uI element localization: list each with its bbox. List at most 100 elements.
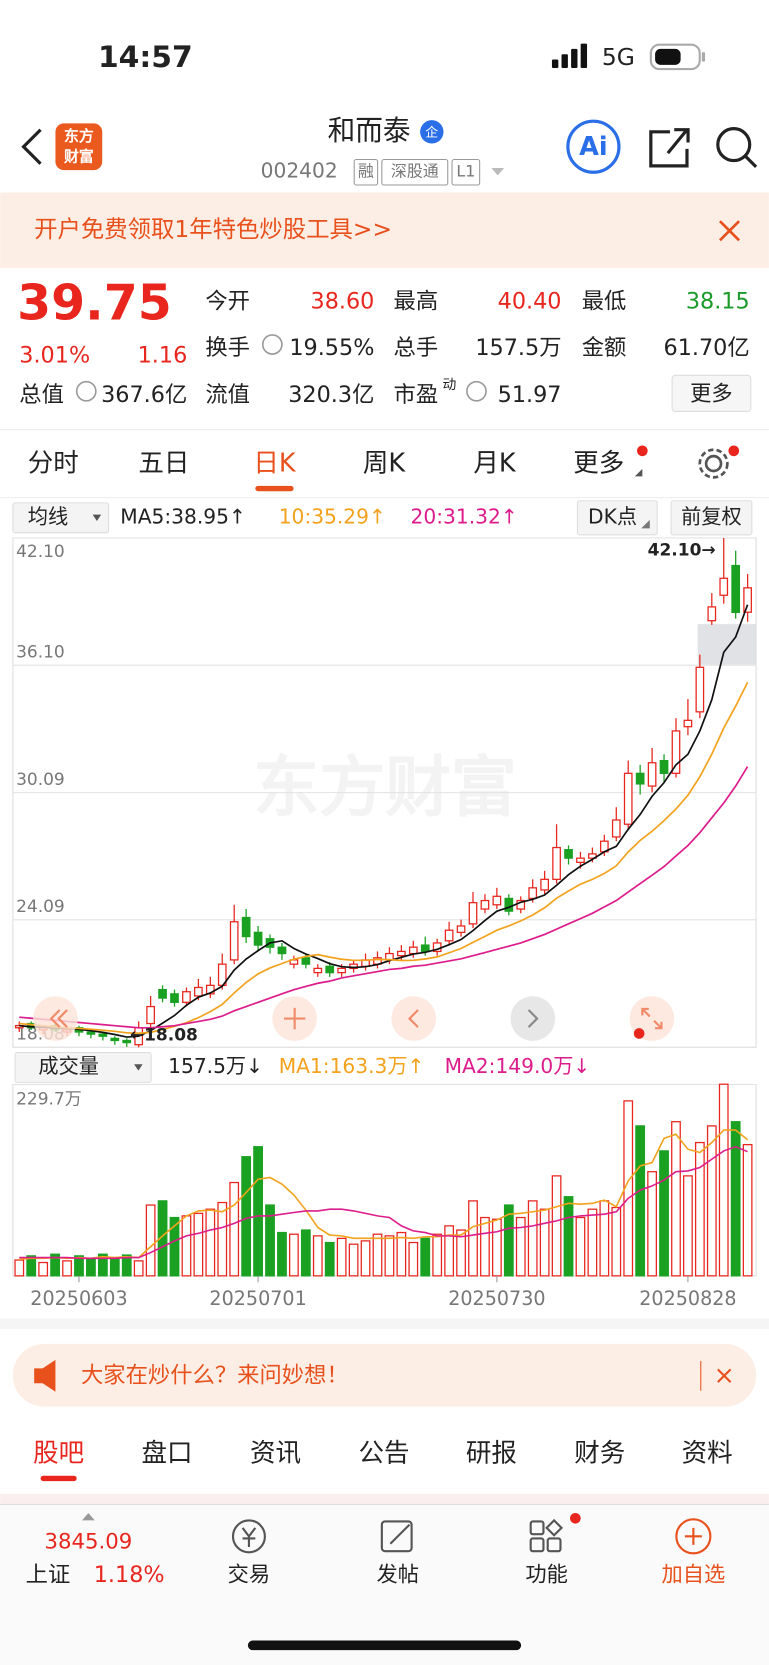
tab[interactable]: 五日 bbox=[138, 449, 189, 479]
candle-body bbox=[659, 759, 669, 774]
nav-item[interactable]: 交易 bbox=[228, 1563, 271, 1588]
banner-close[interactable] bbox=[719, 220, 741, 242]
network: 5G bbox=[602, 43, 635, 71]
ma-selector[interactable] bbox=[12, 502, 110, 534]
tab[interactable]: 月K bbox=[473, 449, 517, 479]
banner[interactable] bbox=[0, 192, 769, 268]
volume-bar bbox=[193, 1212, 204, 1277]
candle-body bbox=[194, 986, 203, 997]
volume-bar bbox=[289, 1233, 299, 1277]
dropdown-arrow[interactable] bbox=[491, 167, 505, 176]
field-sup: 动 bbox=[442, 377, 456, 393]
volume-bar bbox=[647, 1171, 657, 1277]
low-annotation: ←18.08 bbox=[130, 1026, 198, 1046]
volume-bar bbox=[38, 1261, 49, 1277]
logo[interactable] bbox=[55, 123, 103, 171]
nav-rewind[interactable] bbox=[33, 996, 78, 1041]
tag: 深股通 bbox=[391, 162, 439, 181]
banner-text[interactable]: 开户免费领取1年特色炒股工具>> bbox=[34, 215, 392, 243]
candle-body bbox=[683, 719, 693, 728]
tab[interactable]: 日K bbox=[253, 449, 297, 479]
field-label: 市盈 bbox=[394, 382, 439, 408]
candle-body bbox=[492, 895, 502, 906]
nav-prev[interactable] bbox=[391, 996, 437, 1041]
tag-box bbox=[353, 158, 379, 186]
vol-ma1-label: MA1:163.3万↑ bbox=[279, 1054, 425, 1078]
more-button[interactable] bbox=[671, 374, 752, 412]
tab[interactable]: 更多 bbox=[573, 449, 624, 479]
nav-next[interactable] bbox=[510, 996, 556, 1041]
field-label: 换手 bbox=[205, 335, 250, 361]
ad-close[interactable] bbox=[717, 1368, 732, 1383]
x-tick-label: 20250701 bbox=[209, 1287, 306, 1310]
home-indicator bbox=[247, 1640, 522, 1651]
ma-selector-text[interactable]: 均线 bbox=[28, 504, 68, 528]
volume-bar bbox=[611, 1206, 622, 1277]
volume-selector[interactable] bbox=[14, 1052, 152, 1083]
candle-body bbox=[695, 666, 705, 713]
field-value: 367.6亿 bbox=[101, 382, 187, 408]
ad-bar[interactable] bbox=[12, 1343, 757, 1407]
signal-icon bbox=[551, 43, 588, 69]
candle-body bbox=[122, 1039, 132, 1044]
index-value[interactable]: 3845.09 bbox=[44, 1530, 132, 1555]
candle-body bbox=[719, 577, 729, 596]
nav-icons bbox=[231, 1518, 712, 1555]
share-button[interactable] bbox=[649, 128, 690, 168]
sub-tab[interactable]: 盘口 bbox=[142, 1438, 193, 1468]
sub-tab[interactable]: 公告 bbox=[358, 1438, 409, 1468]
corner-mark bbox=[641, 519, 650, 529]
adjust-button[interactable] bbox=[670, 500, 753, 536]
x-tick-label: 20250828 bbox=[639, 1287, 736, 1310]
candle-body bbox=[98, 1033, 108, 1037]
dk-button[interactable] bbox=[576, 500, 658, 536]
sub-tab[interactable]: 股吧 bbox=[33, 1438, 84, 1468]
candle-body bbox=[576, 857, 585, 864]
volume-bar bbox=[169, 1216, 180, 1277]
candle-body bbox=[349, 963, 358, 970]
tab[interactable]: 周K bbox=[363, 449, 407, 479]
field-label: 总值 bbox=[19, 382, 64, 408]
dropdown-arrow bbox=[92, 514, 102, 521]
adjust-text[interactable]: 前复权 bbox=[681, 504, 742, 528]
volume-bar bbox=[312, 1235, 323, 1277]
sub-tab[interactable]: 资讯 bbox=[250, 1438, 301, 1468]
volume-bar bbox=[706, 1125, 717, 1277]
volume-bar bbox=[133, 1260, 144, 1277]
candle-body bbox=[671, 730, 681, 774]
volume-bar bbox=[205, 1208, 216, 1277]
sub-tab[interactable]: 资料 bbox=[682, 1438, 733, 1468]
volume-bar bbox=[635, 1125, 646, 1277]
nav-item[interactable]: 加自选 bbox=[661, 1563, 725, 1588]
field-label: 流值 bbox=[205, 382, 250, 408]
candle-body bbox=[313, 967, 323, 974]
stock-code: 002402 bbox=[261, 159, 338, 183]
expand-arrow[interactable] bbox=[82, 1512, 95, 1521]
ma-line bbox=[19, 766, 749, 1029]
volume-bar bbox=[324, 1241, 335, 1277]
back-button[interactable] bbox=[21, 128, 42, 165]
index-name[interactable]: 上证 bbox=[26, 1562, 71, 1588]
nav-item[interactable]: 发帖 bbox=[377, 1563, 420, 1588]
search-button[interactable] bbox=[716, 127, 758, 169]
y-tick-label: 42.10 bbox=[16, 542, 65, 562]
ai-button[interactable] bbox=[566, 119, 621, 174]
volume-title[interactable]: 成交量 bbox=[38, 1054, 99, 1078]
volume-bar bbox=[336, 1237, 347, 1277]
nav-item[interactable]: 功能 bbox=[525, 1563, 568, 1588]
dk-text[interactable]: DK点 bbox=[588, 504, 637, 528]
volume-bar bbox=[599, 1200, 610, 1277]
vol-ma2-label: MA2:149.0万↓ bbox=[445, 1054, 591, 1078]
settings-button[interactable] bbox=[698, 448, 729, 479]
red-dot bbox=[570, 1512, 581, 1524]
field-label: 金额 bbox=[582, 335, 627, 361]
tab[interactable]: 分时 bbox=[28, 449, 79, 479]
volume-bar bbox=[551, 1175, 562, 1277]
volume-bar bbox=[563, 1196, 574, 1277]
ad-text[interactable]: 大家在炒什么？来问妙想！ bbox=[81, 1362, 349, 1388]
more-text[interactable]: 更多 bbox=[690, 381, 733, 406]
sub-tab[interactable]: 财务 bbox=[574, 1438, 625, 1468]
volume-bar bbox=[456, 1229, 466, 1277]
sub-tab[interactable]: 研报 bbox=[466, 1438, 517, 1468]
index-pct[interactable]: 1.18% bbox=[94, 1562, 165, 1588]
